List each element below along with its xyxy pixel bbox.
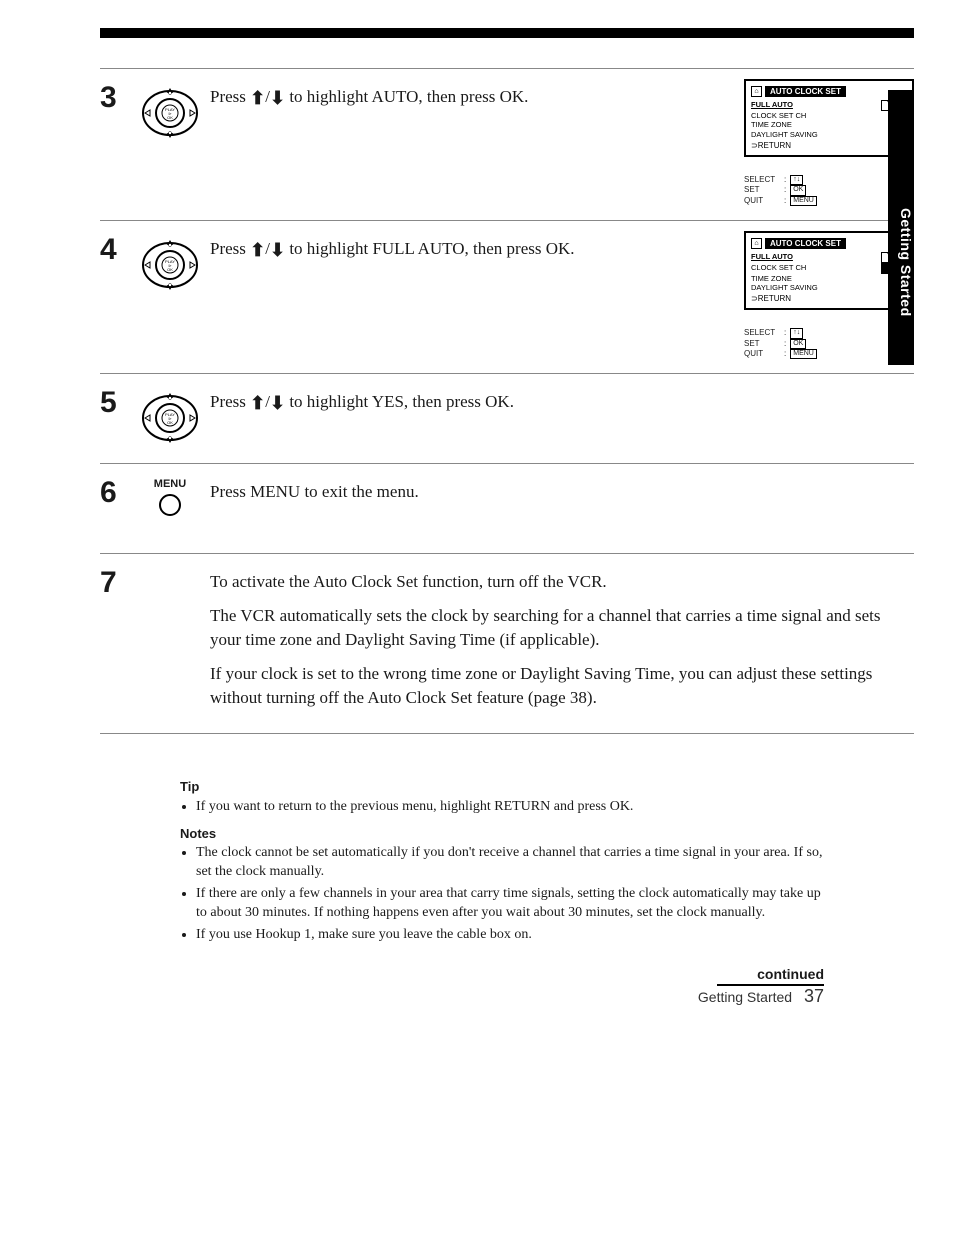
dpad-icon: PLAY ⊳ OK <box>140 83 200 143</box>
osd-return: ⊃RETURN <box>751 141 907 150</box>
step-number: 4 <box>100 231 130 265</box>
step-text: To activate the Auto Clock Set function,… <box>210 570 904 594</box>
step-3: 3 PLAY ⊳ OK Press ⬆/⬇ to highlight AUTO,… <box>100 68 914 220</box>
manual-page: Getting Started 3 PLAY ⊳ OK Press ⬆/⬇ to… <box>0 0 954 1047</box>
footer-section: Getting Started <box>698 989 792 1005</box>
step-text: Press MENU to exit the menu. <box>210 480 904 504</box>
step-icon: MENU <box>130 474 210 516</box>
footer-block: Tip If you want to return to the previou… <box>100 778 914 944</box>
step-text-col: Press ⬆/⬇ to highlight YES, then press O… <box>210 384 914 426</box>
note-item: If you use Hookup 1, make sure you leave… <box>196 926 824 945</box>
continued-label: continued <box>717 966 824 986</box>
osd-return: ⊃RETURN <box>751 294 907 303</box>
step-icon: PLAY ⊳ OK <box>130 384 210 448</box>
tip-item: If you want to return to the previous me… <box>196 798 824 817</box>
notes-heading: Notes <box>180 825 824 843</box>
side-tab: Getting Started <box>888 90 914 365</box>
dpad-icon: PLAY ⊳ OK <box>140 235 200 295</box>
step-7: 7 To activate the Auto Clock Set functio… <box>100 553 914 734</box>
step-5: 5 PLAY ⊳ OK Press ⬆/⬇ to highlight YES, … <box>100 373 914 463</box>
step-text: Press ⬆/⬇ to highlight YES, then press O… <box>210 390 904 416</box>
step-text: The VCR automatically sets the clock by … <box>210 604 904 652</box>
step-number: 5 <box>100 384 130 418</box>
step-text-col: To activate the Auto Clock Set function,… <box>210 564 914 719</box>
svg-text:OK: OK <box>167 420 173 425</box>
page-number: 37 <box>804 986 824 1006</box>
svg-text:OK: OK <box>167 267 173 272</box>
svg-text:OK: OK <box>167 115 173 120</box>
step-icon: PLAY ⊳ OK <box>130 79 210 143</box>
tip-heading: Tip <box>180 778 824 796</box>
dpad-icon: PLAY ⊳ OK <box>140 388 200 448</box>
camera-icon: ⌂ <box>751 86 762 97</box>
note-item: If there are only a few channels in your… <box>196 885 824 923</box>
step-text: If your clock is set to the wrong time z… <box>210 662 904 710</box>
step-text-col: Press MENU to exit the menu. <box>210 474 914 514</box>
step-number: 7 <box>100 564 130 598</box>
step-4: 4 PLAY ⊳ OK Press ⬆/⬇ to highlight FULL … <box>100 220 914 373</box>
step-6: 6 MENU Press MENU to exit the menu. <box>100 463 914 553</box>
steps-container: 3 PLAY ⊳ OK Press ⬆/⬇ to highlight AUTO,… <box>100 68 914 734</box>
step-icon: PLAY ⊳ OK <box>130 231 210 295</box>
step-text-col: Press ⬆/⬇ to highlight AUTO, then press … <box>210 79 734 121</box>
osd-title: AUTO CLOCK SET <box>765 238 846 249</box>
osd-title: AUTO CLOCK SET <box>765 86 846 97</box>
step-number: 6 <box>100 474 130 508</box>
step-text: Press ⬆/⬇ to highlight FULL AUTO, then p… <box>210 237 724 263</box>
menu-button-icon <box>159 494 181 516</box>
tip-list: If you want to return to the previous me… <box>180 798 824 817</box>
step-text-col: Press ⬆/⬇ to highlight FULL AUTO, then p… <box>210 231 734 273</box>
notes-list: The clock cannot be set automatically if… <box>180 844 824 944</box>
step-number: 3 <box>100 79 130 113</box>
menu-label: MENU <box>154 478 186 490</box>
step-text: Press ⬆/⬇ to highlight AUTO, then press … <box>210 85 724 111</box>
note-item: The clock cannot be set automatically if… <box>196 844 824 882</box>
page-footer: Getting Started 37 <box>100 986 914 1007</box>
step-icon <box>130 564 210 568</box>
header-bar <box>100 28 914 38</box>
camera-icon: ⌂ <box>751 238 762 249</box>
